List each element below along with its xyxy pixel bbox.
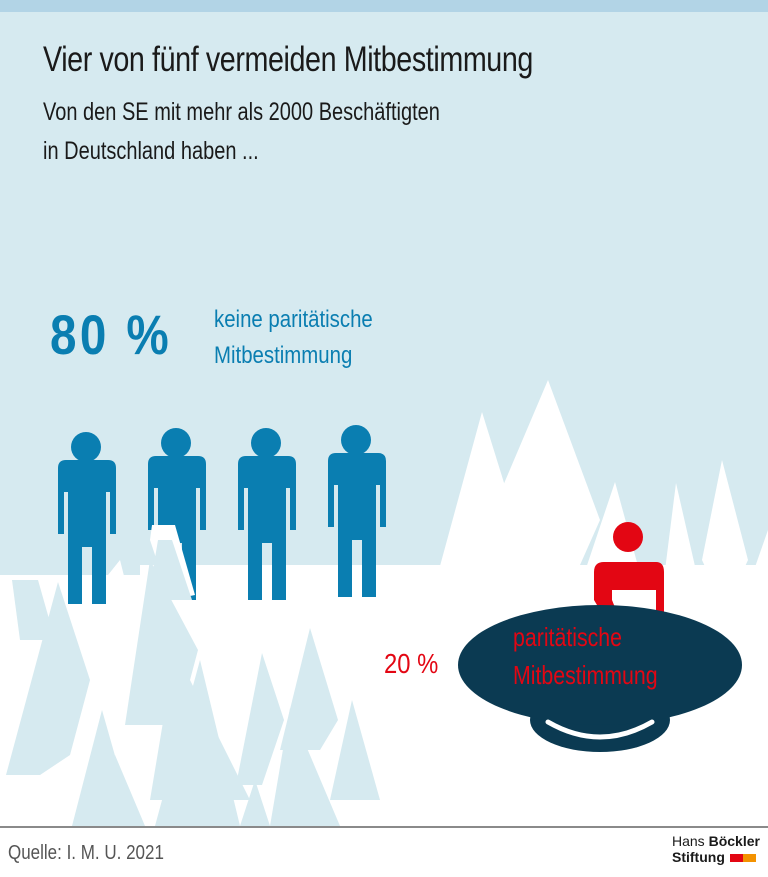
person-icons-majority	[58, 425, 386, 604]
minority-label-line2: Mitbestimmung	[513, 660, 658, 690]
minority-value: 20 %	[384, 648, 439, 679]
subtitle-line1: Von den SE mit mehr als 2000 Beschäftigt…	[43, 98, 440, 126]
hans-boeckler-logo: Hans Böckler Stiftung	[672, 833, 760, 865]
logo-text-light: Hans	[672, 833, 709, 849]
logo-text-bold: Böckler	[708, 833, 760, 849]
majority-label-line1: keine paritätische	[214, 306, 373, 333]
minority-label-line1: paritätische	[513, 622, 623, 652]
person-icon	[238, 428, 296, 600]
ice-peaks-left-icon	[6, 560, 380, 826]
majority-label-line2: Mitbestimmung	[214, 342, 353, 369]
footer-divider	[0, 826, 768, 828]
page-title: Vier von fünf vermeiden Mitbestimmung	[43, 40, 533, 79]
majority-label: keine paritätische Mitbestimmung	[214, 302, 373, 374]
person-icon	[328, 425, 386, 597]
logo-red-square-icon	[729, 854, 743, 863]
source-note: Quelle: I. M. U. 2021	[8, 842, 164, 864]
logo-orange-square-icon	[742, 854, 756, 863]
majority-value: 80 %	[50, 303, 173, 366]
minority-label: paritätische Mitbestimmung	[513, 618, 658, 694]
table-icon	[458, 605, 742, 752]
person-icon	[58, 432, 116, 604]
top-accent-bar	[0, 0, 768, 12]
subtitle-line2: in Deutschland haben ...	[43, 137, 259, 165]
logo-text-line2: Stiftung	[672, 849, 725, 865]
